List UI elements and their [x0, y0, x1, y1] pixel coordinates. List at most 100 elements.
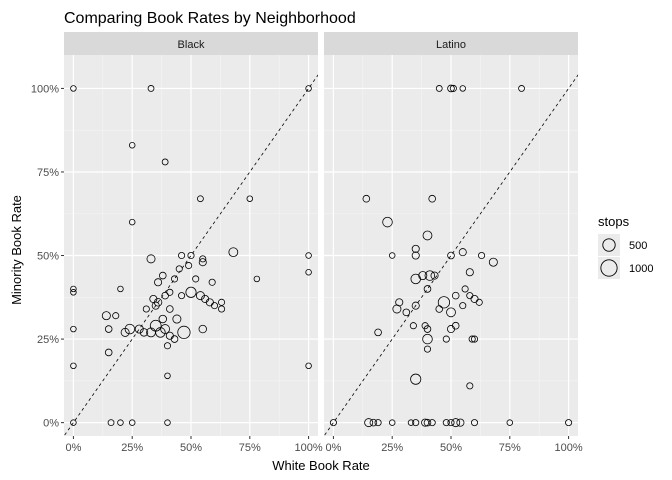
data-point [154, 278, 163, 287]
data-point [411, 244, 420, 253]
data-point [175, 265, 183, 273]
points-latino [329, 84, 573, 428]
data-point [364, 418, 374, 428]
data-point [197, 195, 204, 203]
data-point [305, 85, 312, 92]
data-point [422, 230, 433, 241]
data-point [185, 262, 193, 270]
data-point [506, 419, 514, 426]
data-point [451, 321, 460, 330]
data-point [117, 419, 124, 426]
y-axis: 0% 25% 50% 75% 100% [31, 83, 64, 430]
data-point [423, 418, 432, 427]
data-point [164, 372, 171, 380]
data-point [488, 257, 498, 267]
data-point [161, 291, 169, 300]
data-point [428, 194, 436, 203]
data-point [117, 285, 124, 293]
data-point [565, 419, 573, 427]
data-point [172, 314, 182, 324]
data-point [218, 298, 226, 306]
data-point [388, 419, 396, 426]
data-point [470, 335, 479, 343]
data-point [187, 251, 195, 260]
data-point [128, 419, 136, 426]
legend-key-circle [602, 238, 616, 252]
x-tick-label: 25% [381, 442, 403, 454]
data-point [411, 251, 420, 260]
data-point [447, 84, 455, 93]
data-point [146, 254, 156, 264]
y-axis-title: Minority Book Rate [9, 195, 24, 305]
strip-black [64, 32, 318, 55]
data-point [178, 251, 186, 260]
data-point [158, 314, 167, 324]
data-point [451, 291, 460, 300]
data-point [449, 84, 457, 92]
data-point [70, 85, 77, 92]
data-point [369, 418, 378, 427]
x-tick-label: 100% [295, 442, 323, 454]
data-point [418, 271, 428, 281]
data-point [475, 298, 483, 306]
data-point [112, 312, 120, 320]
data-point [166, 305, 174, 313]
x-tick-label: 75% [499, 442, 521, 454]
data-point [407, 419, 415, 426]
data-point [465, 268, 474, 277]
data-point [228, 247, 239, 258]
points-black [70, 85, 312, 427]
data-point [388, 252, 396, 259]
data-point [451, 418, 461, 428]
data-point [411, 301, 420, 310]
data-point [478, 251, 486, 260]
data-point [218, 305, 226, 313]
legend-title: stops [598, 214, 630, 229]
strip-label-black: Black [178, 39, 205, 51]
x-tick-label: 75% [239, 442, 261, 454]
data-point [461, 285, 469, 293]
data-point [362, 194, 371, 203]
data-point [374, 419, 382, 427]
x-tick-label: 50% [440, 442, 462, 454]
data-point [424, 270, 436, 281]
x-axis-title: White Book Rate [272, 458, 370, 473]
data-point [456, 418, 465, 427]
data-point [459, 85, 466, 92]
data-point [198, 258, 207, 267]
x-tick-label: 50% [180, 442, 202, 454]
legend-entry-label: 500 [629, 240, 647, 252]
data-point [142, 305, 150, 313]
data-point [134, 324, 144, 334]
data-point [139, 328, 149, 337]
data-point [128, 218, 136, 226]
data-point [442, 335, 450, 343]
data-point [382, 216, 393, 228]
data-point [208, 278, 216, 286]
data-point [170, 335, 179, 343]
data-point [442, 419, 450, 427]
data-point [447, 251, 455, 260]
data-point [155, 327, 166, 338]
data-point [395, 298, 404, 307]
data-point [70, 285, 77, 293]
x-axis-black: 0% 25% 50% 75% 100% [65, 436, 323, 454]
data-point [446, 307, 456, 318]
chart-title: Comparing Book Rates by Neighborhood [64, 10, 356, 27]
data-point [430, 271, 439, 280]
data-point [171, 275, 179, 283]
data-point [459, 302, 467, 310]
data-point [161, 158, 169, 166]
data-point [305, 362, 312, 370]
data-point [70, 325, 77, 333]
y-tick-label: 25% [37, 334, 59, 346]
data-point [104, 348, 113, 357]
legend-key-circle [600, 259, 618, 277]
data-point [428, 419, 436, 427]
data-point [124, 323, 136, 335]
x-tick-label: 0% [65, 442, 81, 454]
data-point [305, 269, 312, 276]
strip-latino [324, 32, 578, 55]
data-point [151, 301, 160, 310]
y-tick-label: 50% [37, 251, 59, 263]
